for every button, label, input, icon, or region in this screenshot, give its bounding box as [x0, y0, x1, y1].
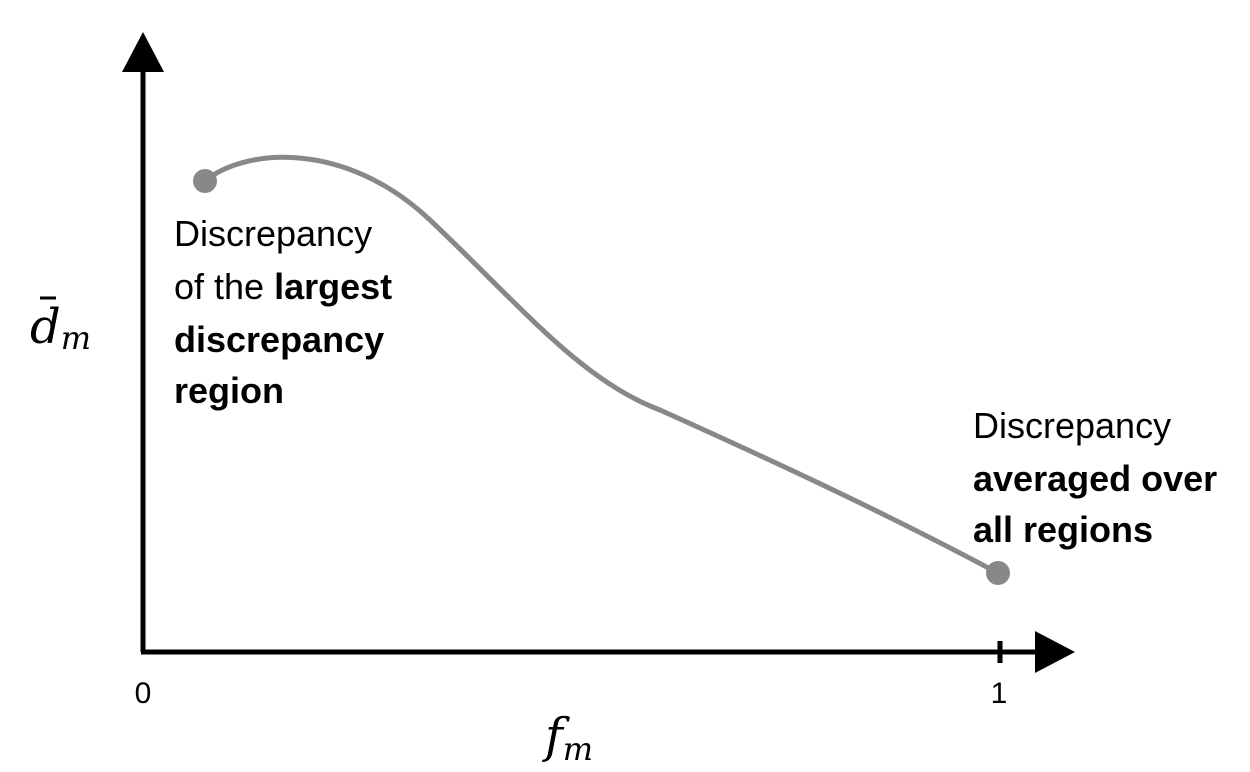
start-point [193, 169, 217, 193]
y-axis-label-main: d [30, 299, 61, 355]
left-annotation-line4: region [174, 370, 284, 411]
y-axis-label: dm [30, 296, 91, 357]
x-axis [141, 631, 1075, 673]
right-annotation-line2: averaged over [973, 458, 1217, 499]
x-tick-start-label: 0 [135, 677, 152, 710]
left-annotation-line2-bold: largest [274, 266, 392, 307]
left-annotation: Discrepancy of the largest discrepancy r… [174, 213, 402, 411]
y-axis [122, 32, 164, 652]
y-axis-arrow [122, 32, 164, 72]
right-annotation: Discrepancy averaged over all regions [973, 405, 1227, 550]
left-annotation-line3: discrepancy [174, 319, 384, 360]
left-annotation-line2: of the largest [174, 266, 392, 307]
x-axis-arrow [1035, 631, 1075, 673]
x-axis-label: fm [542, 708, 593, 768]
x-tick-end-label: 1 [991, 677, 1008, 710]
left-annotation-line1: Discrepancy [174, 213, 372, 254]
y-axis-label-text: dm [30, 299, 91, 357]
y-axis-label-sub: m [61, 319, 91, 357]
right-annotation-line3: all regions [973, 509, 1153, 550]
x-axis-label-sub: m [563, 730, 593, 768]
discrepancy-curve [202, 154, 1001, 576]
end-point [986, 561, 1010, 585]
left-annotation-line2-regular: of the [174, 266, 274, 307]
right-annotation-line1: Discrepancy [973, 405, 1171, 446]
